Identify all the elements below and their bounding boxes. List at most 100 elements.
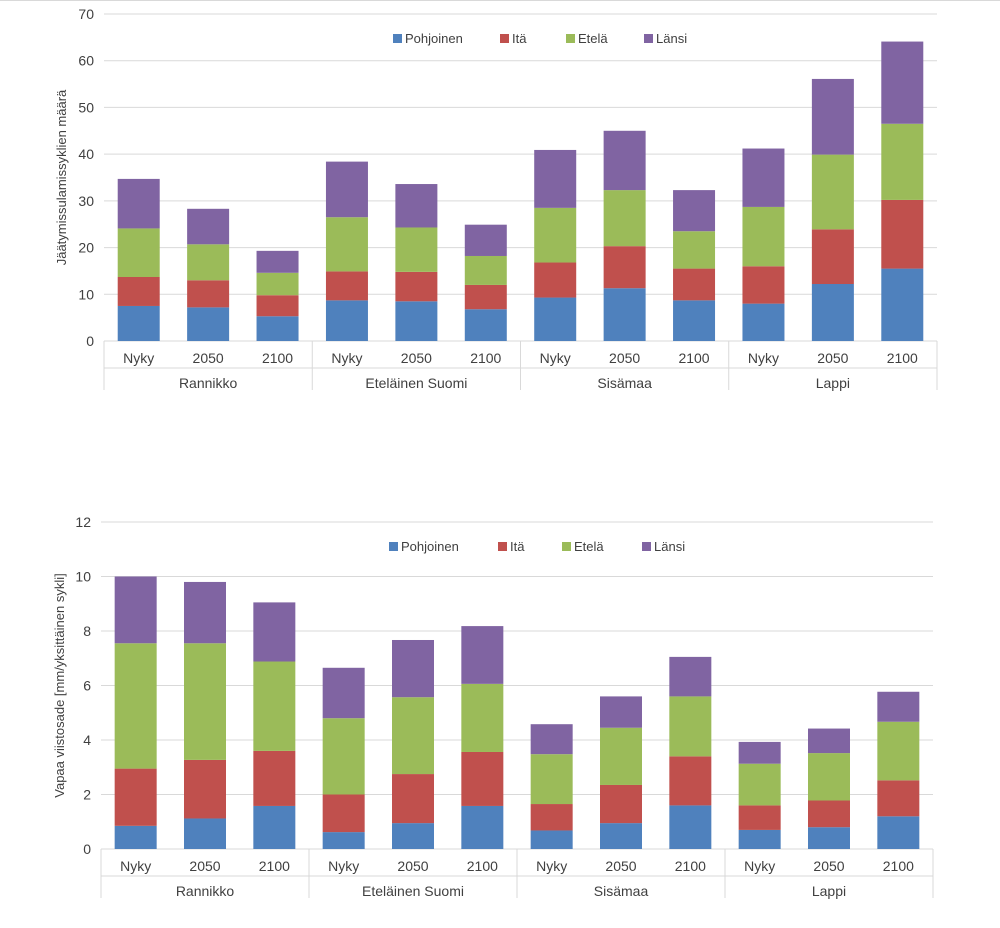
bar-segment-pohjoinen (256, 316, 299, 341)
y-tick-label: 0 (83, 841, 91, 857)
bar-segment-itä (530, 804, 573, 831)
x-tick-label: Nyky (123, 350, 154, 366)
bar-segment-pohjoinen (742, 303, 785, 341)
bar-segment-pohjoinen (184, 818, 226, 849)
bar-segment-etelä (534, 207, 577, 263)
bar-segment-länsi (187, 208, 230, 245)
legend-swatch (393, 34, 402, 43)
bar-segment-länsi (395, 184, 438, 228)
bar-segment-länsi (256, 250, 299, 273)
legend: Pohjoinen Itä Etelä Länsi (389, 539, 685, 554)
bar-segment-länsi (534, 149, 577, 208)
bar-segment-pohjoinen (530, 830, 573, 849)
legend-swatch (500, 34, 509, 43)
group-label: Rannikko (176, 883, 235, 899)
y-tick-label: 30 (78, 193, 94, 209)
x-tick-label: 2100 (678, 350, 709, 366)
legend: Pohjoinen Itä Etelä Länsi (393, 31, 687, 46)
x-tick-label: Nyky (331, 350, 362, 366)
bar-segment-pohjoinen (673, 300, 716, 341)
bar-segment-etelä (395, 227, 438, 272)
x-tick-label: 2050 (189, 858, 220, 874)
bar-segment-etelä (673, 231, 716, 269)
bar-segment-itä (325, 271, 368, 301)
bar-segment-etelä (256, 272, 299, 296)
bar-segment-etelä (117, 228, 160, 278)
x-tick-label: 2100 (883, 858, 914, 874)
bar-segment-itä (600, 784, 642, 824)
bar-segment-itä (738, 805, 781, 830)
y-tick-label: 10 (78, 286, 94, 302)
bar-segment-länsi (738, 741, 781, 764)
x-tick-label: Nyky (536, 858, 567, 874)
bar-segment-pohjoinen (534, 297, 577, 341)
top-divider (0, 0, 1000, 1)
y-tick-label: 0 (86, 333, 94, 349)
bar-segment-pohjoinen (600, 823, 642, 849)
bar-segment-itä (117, 277, 160, 306)
x-tick-label: 2050 (397, 858, 428, 874)
bar-segment-itä (669, 756, 712, 806)
bar-segment-itä (881, 199, 924, 269)
legend-label: Itä (512, 31, 527, 46)
x-tick-label: Nyky (748, 350, 779, 366)
bar-segment-länsi (742, 148, 785, 207)
bar-segment-etelä (881, 123, 924, 200)
x-tick-label: 2050 (609, 350, 640, 366)
bar-segment-etelä (811, 154, 854, 230)
bar-segment-länsi (117, 178, 160, 229)
bar-segment-pohjoinen (322, 832, 365, 849)
x-tick-label: 2100 (259, 858, 290, 874)
legend-swatch (562, 542, 571, 551)
legend-swatch (644, 34, 653, 43)
bar-segment-pohjoinen (877, 816, 920, 849)
bar-segment-pohjoinen (808, 827, 850, 849)
bar-segment-itä (187, 280, 230, 308)
bar-segment-itä (808, 800, 850, 828)
x-tick-label: 2050 (813, 858, 844, 874)
bar-segment-pohjoinen (461, 805, 504, 849)
bar-segment-etelä (742, 206, 785, 267)
bar-segment-länsi (881, 41, 924, 124)
y-axis-label: Jäätymissulamissyklien määrä (54, 89, 69, 265)
bar-segment-etelä (392, 697, 434, 775)
bar-segment-itä (114, 768, 157, 826)
bar-segment-pohjoinen (253, 805, 296, 849)
x-tick-label: Nyky (120, 858, 151, 874)
y-tick-label: 60 (78, 53, 94, 69)
freeze-thaw-cycles-chart: 0 10 20 30 40 50 60 70 Jäätymissulamissyklien mä… (54, 6, 938, 391)
bar-segment-pohjoinen (117, 305, 160, 341)
bar-segment-itä (184, 759, 226, 819)
bar-segment-länsi (114, 576, 157, 644)
y-axis-label: Vapaa viistosade [mm/yksittäinen sykli] (52, 573, 67, 797)
bar-segment-länsi (392, 639, 434, 698)
bar-segment-länsi (673, 190, 716, 232)
x-tick-label: 2050 (605, 858, 636, 874)
bar-segment-pohjoinen (392, 823, 434, 849)
x-tick-label: 2100 (262, 350, 293, 366)
group-label: Eteläinen Suomi (365, 375, 467, 391)
bar-segment-etelä (322, 718, 365, 795)
bar-segment-itä (461, 751, 504, 806)
x-tick-label: 2050 (817, 350, 848, 366)
x-tick-label: 2050 (193, 350, 224, 366)
y-tick-label: 20 (78, 240, 94, 256)
bar-segment-itä (742, 266, 785, 304)
bar-segment-pohjoinen (881, 268, 924, 341)
bar-segment-länsi (461, 626, 504, 684)
y-tick-label: 2 (83, 787, 91, 803)
bar-segment-etelä (530, 754, 573, 805)
bar-segment-pohjoinen (114, 825, 157, 849)
y-tick-label: 4 (83, 732, 91, 748)
bar-segment-itä (603, 246, 646, 289)
bar-segment-etelä (187, 244, 230, 281)
legend-label: Pohjoinen (405, 31, 463, 46)
bar-segment-etelä (603, 190, 646, 247)
legend-label: Etelä (574, 539, 604, 554)
bar-segment-etelä (877, 721, 920, 781)
bar-segment-länsi (877, 691, 920, 722)
legend-label: Itä (510, 539, 525, 554)
bar-segment-itä (464, 284, 507, 310)
bar-segment-länsi (600, 696, 642, 728)
y-tick-label: 6 (83, 678, 91, 694)
